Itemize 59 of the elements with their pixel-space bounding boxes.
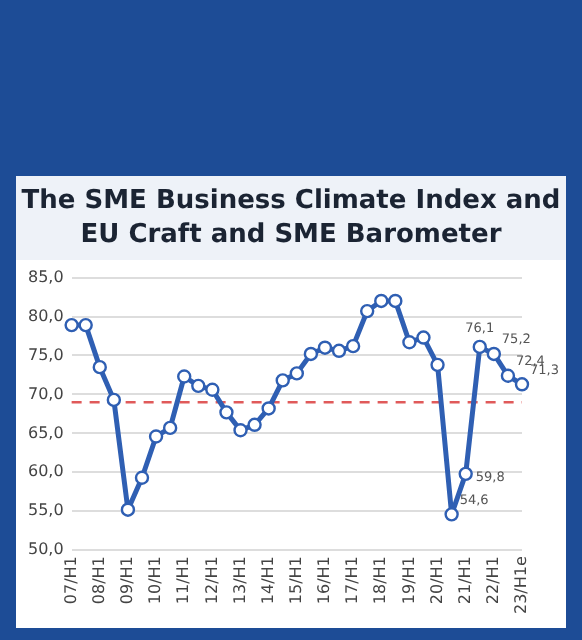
- point: [78, 317, 93, 333]
- point: [120, 502, 136, 517]
- point: [162, 420, 178, 436]
- x-tick-label: 10/H1: [146, 556, 165, 605]
- point: [303, 346, 319, 362]
- point: [444, 507, 459, 522]
- point: [345, 338, 361, 354]
- point: [148, 429, 164, 444]
- x-tick-label: 22/H1: [484, 556, 503, 605]
- x-tick-label: 09/H1: [118, 556, 137, 605]
- y-tick-label: 85,0: [28, 267, 64, 286]
- x-tick-label: 14/H1: [258, 556, 277, 605]
- point: [359, 303, 375, 319]
- point: [416, 330, 431, 345]
- point: [331, 343, 347, 359]
- point: [92, 359, 107, 375]
- x-tick-label: 16/H1: [315, 556, 334, 605]
- x-tick-label: 11/H1: [174, 556, 193, 605]
- x-tick-label: 23/H1e: [512, 556, 531, 615]
- point: [472, 339, 487, 355]
- x-tick-label: 21/H1: [455, 556, 474, 605]
- point: [486, 346, 502, 362]
- y-tick-label: 70,0: [28, 384, 64, 403]
- x-tick-label: 19/H1: [399, 556, 418, 605]
- x-tick-label: 15/H1: [286, 556, 305, 605]
- y-tick-label: 60,0: [28, 462, 64, 481]
- point: [500, 368, 516, 383]
- chart-title: The SME Business Climate Index and EU Craft and SME Barometer: [16, 176, 566, 260]
- point: [275, 373, 290, 388]
- x-tick-label: 17/H1: [343, 556, 362, 605]
- x-tick-label: 13/H1: [230, 556, 249, 605]
- y-tick-label: 75,0: [28, 345, 64, 364]
- x-tick-label: 07/H1: [61, 556, 80, 605]
- point: [514, 377, 530, 392]
- point: [191, 378, 206, 394]
- point: [289, 366, 305, 381]
- point: [106, 392, 122, 408]
- y-tick-label: 50,0: [28, 540, 64, 559]
- y-tick-label: 80,0: [28, 306, 64, 325]
- point: [261, 401, 276, 416]
- y-tick-label: 65,0: [28, 423, 64, 442]
- point: [233, 423, 248, 438]
- x-tick-label: 20/H1: [427, 556, 446, 605]
- x-tick-label: 18/H1: [371, 556, 390, 605]
- point: [177, 369, 192, 384]
- point: [458, 466, 473, 482]
- point: [402, 335, 417, 350]
- point: [374, 293, 389, 309]
- point: [205, 382, 220, 397]
- point: [219, 405, 234, 420]
- y-tick-label: 55,0: [28, 501, 64, 520]
- x-tick-label: 12/H1: [202, 556, 221, 605]
- point: [247, 417, 262, 432]
- point: [64, 317, 79, 333]
- point: [388, 293, 403, 309]
- point: [134, 470, 150, 485]
- point: [430, 357, 445, 373]
- point: [317, 340, 333, 355]
- x-tick-label: 08/H1: [89, 556, 108, 605]
